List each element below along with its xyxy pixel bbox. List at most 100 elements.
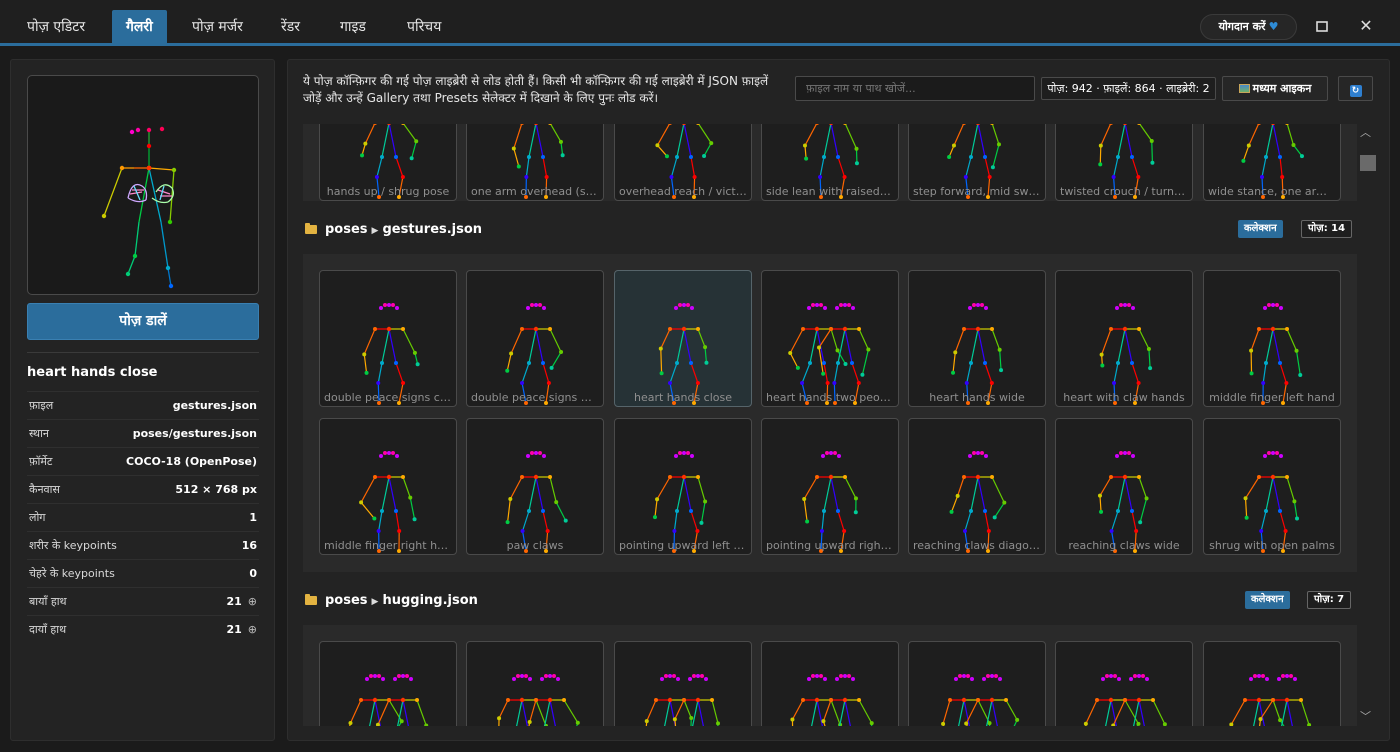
pose-card[interactable]: overhead reach / victor... xyxy=(614,124,752,201)
info-row-format: फ़ॉर्मेट COCO-18 (OpenPose) xyxy=(27,447,259,475)
info-value: COCO-18 (OpenPose) xyxy=(126,455,257,468)
gallery-scroll-area[interactable]: hands up / shrug pose one arm overhead (s… xyxy=(303,124,1357,726)
refresh-button[interactable]: ↻ xyxy=(1338,76,1373,101)
pose-card[interactable]: paw claws xyxy=(466,418,604,555)
pose-card-label: heart hands close xyxy=(633,391,733,404)
tab-gallery[interactable]: गैलरी xyxy=(112,10,167,46)
pose-card[interactable]: one arm overhead (str... xyxy=(466,124,604,201)
pose-thumbnail xyxy=(1241,124,1304,199)
pose-card[interactable]: reaching claws diagonal xyxy=(908,418,1046,555)
info-key: फ़ाइल xyxy=(29,399,54,412)
pose-card[interactable] xyxy=(1055,641,1193,726)
pose-card[interactable] xyxy=(908,641,1046,726)
tab-pose-editor[interactable]: पोज़ एडिटर xyxy=(27,19,86,35)
pose-thumbnail xyxy=(802,124,859,199)
pose-preview xyxy=(27,75,259,295)
pose-card-label: side lean with raised leg xyxy=(766,185,894,198)
zoom-icon[interactable]: ⊕ xyxy=(247,595,257,608)
pose-thumbnail xyxy=(1098,124,1155,199)
pose-card[interactable]: middle finger left hand xyxy=(1203,270,1341,407)
info-key: स्थान xyxy=(29,427,50,440)
pose-card-label: middle finger right hand xyxy=(324,539,452,552)
library-stats: पोज़: 942 · फ़ाइलें: 864 · लाइब्रेरी: 2 xyxy=(1041,77,1216,100)
info-key: शरीर के keypoints xyxy=(29,539,117,552)
pose-thumbnail xyxy=(949,451,1007,553)
info-row-people: लोग 1 xyxy=(27,503,259,531)
pose-card[interactable]: shrug with open palms xyxy=(1203,418,1341,555)
scroll-up-icon[interactable]: ︿ xyxy=(1360,126,1371,139)
collection-badge: कलेक्शन xyxy=(1245,591,1290,609)
scrollbar-thumb[interactable] xyxy=(1360,155,1376,171)
pose-card[interactable]: pointing upward left hand xyxy=(614,418,752,555)
pose-count-badge: पोज़: 14 xyxy=(1301,220,1353,238)
pose-group: double peace signs close double peace sig… xyxy=(303,254,1357,572)
pose-card[interactable]: hands up / shrug pose xyxy=(319,124,457,201)
pose-card[interactable]: double peace signs close xyxy=(319,270,457,407)
info-value: 16 xyxy=(241,539,257,552)
pose-card[interactable]: double peace signs wide xyxy=(466,270,604,407)
pose-card-label: reaching claws wide xyxy=(1068,539,1180,552)
section-header-hugging[interactable]: poses ▶ hugging.json कलेक्शन पोज़: 7 xyxy=(303,587,1357,617)
pose-thumbnail xyxy=(644,674,721,726)
info-value: 0 xyxy=(249,567,257,580)
pose-card[interactable]: heart with claw hands xyxy=(1055,270,1193,407)
info-row-left-hand: बायाँ हाथ 21 ⊕ xyxy=(27,587,259,615)
pose-count-badge: पोज़: 7 xyxy=(1307,591,1352,609)
info-value: 512 × 768 px xyxy=(175,483,257,496)
pose-card-label: paw claws xyxy=(506,539,564,552)
load-pose-button[interactable]: पोज़ डालें xyxy=(27,303,259,340)
pose-card[interactable]: heart hands two people xyxy=(761,270,899,407)
pose-card-label: overhead reach / victor... xyxy=(619,185,747,198)
pose-card[interactable]: step forward, mid swin... xyxy=(908,124,1046,201)
info-key: लोग xyxy=(29,511,46,524)
search-input[interactable] xyxy=(795,76,1035,101)
pose-card-label: heart with claw hands xyxy=(1063,391,1185,404)
pose-card[interactable]: heart hands wide xyxy=(908,270,1046,407)
tab-about[interactable]: परिचय xyxy=(407,19,442,35)
pose-card-label: twisted crouch / turned ... xyxy=(1060,185,1188,198)
pose-card[interactable] xyxy=(1203,641,1341,726)
tab-guide[interactable]: गाइड xyxy=(340,19,366,35)
section-header-gestures[interactable]: poses ▶ gestures.json कलेक्शन पोज़: 14 xyxy=(303,216,1357,246)
collection-badge: कलेक्शन xyxy=(1238,220,1283,238)
folder-icon xyxy=(305,223,317,234)
top-bar: पोज़ एडिटर गैलरी पोज़ मर्जर रेंडर गाइड प… xyxy=(0,0,1400,46)
heart-icon: ♥ xyxy=(1268,20,1279,33)
pose-card[interactable] xyxy=(319,641,457,726)
contribute-button[interactable]: योगदान करें ♥ xyxy=(1200,14,1297,40)
pose-card-label: pointing upward left hand xyxy=(619,539,747,552)
pose-thumbnail xyxy=(362,303,420,405)
maximize-button[interactable] xyxy=(1312,16,1332,36)
pose-card[interactable] xyxy=(466,641,604,726)
pose-card[interactable]: twisted crouch / turned ... xyxy=(1055,124,1193,201)
pose-card[interactable]: side lean with raised leg xyxy=(761,124,899,201)
pose-thumbnail xyxy=(1243,451,1300,553)
pose-card[interactable] xyxy=(614,641,752,726)
pose-thumbnail xyxy=(505,303,564,405)
pose-card[interactable]: middle finger right hand xyxy=(319,418,457,555)
info-row-canvas: कैनवास 512 × 768 px xyxy=(27,475,259,503)
pose-card[interactable]: reaching claws wide xyxy=(1055,418,1193,555)
pose-card[interactable] xyxy=(761,641,899,726)
pose-thumbnail xyxy=(658,303,709,405)
vertical-scrollbar[interactable]: ︿ ﹀ xyxy=(1357,124,1376,726)
pose-card-label: hands up / shrug pose xyxy=(326,185,450,198)
contribute-label: योगदान करें xyxy=(1218,20,1266,33)
icon-size-button[interactable]: मध्यम आइकन xyxy=(1222,76,1328,101)
pose-card-label: heart hands two people xyxy=(766,391,894,404)
tab-pose-merger[interactable]: पोज़ मर्जर xyxy=(192,19,243,35)
pose-card-label: heart hands wide xyxy=(929,391,1025,404)
pose-card[interactable]: wide stance, one arm e... xyxy=(1203,124,1341,201)
scroll-down-icon[interactable]: ﹀ xyxy=(1360,710,1371,723)
pose-thumbnail xyxy=(360,124,419,199)
zoom-icon[interactable]: ⊕ xyxy=(247,623,257,636)
tab-render[interactable]: रेंडर xyxy=(281,19,300,35)
info-row-body-keypoints: शरीर के keypoints 16 xyxy=(27,531,259,559)
pose-card[interactable]: heart hands close xyxy=(614,270,752,407)
pose-card[interactable]: pointing upward right h... xyxy=(761,418,899,555)
info-value: gestures.json xyxy=(172,399,257,412)
pose-thumbnail xyxy=(941,674,1020,726)
pose-thumbnail xyxy=(652,451,708,553)
close-button[interactable]: ✕ xyxy=(1359,16,1373,35)
refresh-icon: ↻ xyxy=(1349,85,1362,97)
